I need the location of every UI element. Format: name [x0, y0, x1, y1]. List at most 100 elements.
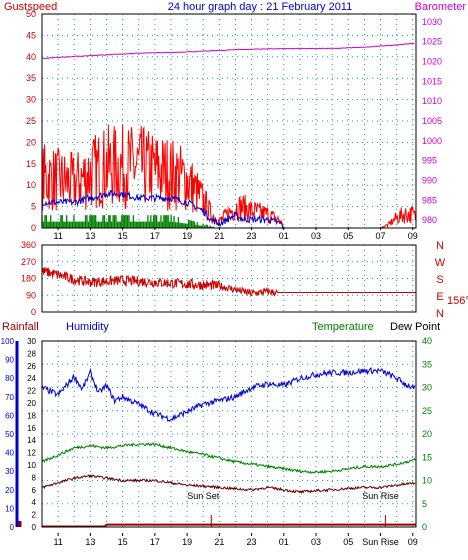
- barometer-line: [42, 42, 415, 59]
- climate-time-tick: 23: [247, 537, 257, 547]
- humidity-axis-tick: 30: [27, 337, 36, 346]
- wind-time-tick: 05: [343, 231, 353, 241]
- gust-axis-tick: 5: [31, 202, 36, 212]
- wind-time-tick: 19: [182, 231, 192, 241]
- direction-axis-tick: 270: [21, 257, 36, 267]
- gust-axis-tick: 40: [26, 52, 36, 62]
- humidity-axis-tick: 14: [27, 436, 36, 445]
- barometer-axis-tick: 1000: [422, 136, 442, 146]
- temperature-axis-tick: 15: [422, 452, 432, 462]
- compass-letter-w: W: [435, 257, 446, 269]
- gust-axis-tick: 0: [31, 223, 36, 233]
- direction-axis-tick: 360: [21, 240, 36, 250]
- humidity-axis-tick: 8: [32, 473, 37, 482]
- humidity-axis-tick: 20: [27, 399, 36, 408]
- climate-time-tick: 13: [85, 537, 95, 547]
- gust-axis-tick: 15: [26, 159, 36, 169]
- gust-axis-tick: 50: [26, 9, 36, 19]
- compass-letter-s: S: [436, 274, 443, 286]
- gust-axis-tick: 30: [26, 95, 36, 105]
- rainfall-axis-tick: 10: [5, 504, 14, 513]
- wind-time-tick: 17: [150, 231, 160, 241]
- dew-point-label: Dew Point: [390, 321, 440, 333]
- wind-time-tick: 21: [214, 231, 224, 241]
- wind-time-tick: 01: [279, 231, 289, 241]
- gust-axis-tick: 45: [26, 30, 36, 40]
- humidity-line: [41, 367, 416, 422]
- humidity-axis-tick: 16: [27, 424, 36, 433]
- gust-axis-tick: 10: [26, 180, 36, 190]
- temperature-axis-tick: 0: [422, 522, 427, 532]
- humidity-axis-tick: 10: [27, 461, 36, 470]
- rainfall-axis-tick: 20: [5, 486, 14, 495]
- gustspeed-title: Gustspeed: [4, 1, 57, 13]
- wind-time-tick: 11: [53, 231, 62, 241]
- wind-time-tick: 03: [311, 231, 321, 241]
- climate-time-tick: 11: [53, 537, 62, 547]
- barometer-axis-tick: 985: [422, 195, 437, 205]
- barometer-axis-tick: 1030: [422, 17, 442, 27]
- humidity-temperature-panel: 0102030405060708090100024681012141618202…: [1, 336, 432, 547]
- humidity-axis-tick: 24: [27, 374, 36, 383]
- rainfall-axis-tick: 40: [5, 449, 14, 458]
- rainfall-axis-tick: 70: [5, 393, 14, 402]
- temperature-axis-tick: 10: [422, 476, 432, 486]
- rainfall-axis-tick: 90: [5, 356, 14, 365]
- barometer-axis-tick: 980: [422, 215, 437, 225]
- temperature-axis-tick: 40: [422, 336, 432, 346]
- compass-letter-e: E: [436, 291, 443, 303]
- humidity-axis-tick: 6: [32, 486, 37, 495]
- temperature-axis-tick: 25: [422, 406, 432, 416]
- climate-time-tick: 19: [182, 537, 192, 547]
- humidity-axis-tick: 18: [27, 411, 36, 420]
- rainfall-axis-tick: 30: [5, 467, 14, 476]
- wind-direction-panel: 0 90 180 270 360: [21, 240, 417, 317]
- climate-time-tick: 21: [214, 537, 224, 547]
- direction-axis-tick: 0: [31, 307, 36, 317]
- gust-axis-tick: 20: [26, 137, 36, 147]
- wind-time-tick: 13: [85, 231, 95, 241]
- sunset-label: Sun Set: [187, 491, 220, 501]
- humidity-label: Humidity: [66, 321, 109, 333]
- climate-time-tick: 05: [343, 537, 353, 547]
- wind-time-tick: 15: [118, 231, 128, 241]
- compass-letter-n-bottom: N: [436, 308, 444, 320]
- humidity-axis-tick: 2: [32, 511, 37, 520]
- barometer-title: Barometer: [415, 1, 467, 13]
- sunrise-label: Sun Rise: [362, 491, 399, 501]
- barometer-axis-tick: 1015: [422, 76, 442, 86]
- temperature-axis-tick: 35: [422, 359, 432, 369]
- barometer-axis-tick: 995: [422, 156, 437, 166]
- wind-frame: [41, 13, 417, 229]
- direction-line: [41, 267, 416, 298]
- climate-time-tick: 17: [150, 537, 160, 547]
- climate-time-tick: 09: [408, 537, 418, 547]
- rainfall-axis-tick: 80: [5, 374, 14, 383]
- humidity-axis-tick: 0: [32, 523, 37, 532]
- barometer-axis-tick: 1010: [422, 96, 442, 106]
- barometer-axis-tick: 1020: [422, 57, 442, 67]
- rainfall-axis-tick: 50: [5, 430, 14, 439]
- temperature-line: [41, 442, 416, 475]
- temperature-axis-tick: 20: [422, 429, 432, 439]
- rainfall-axis-tick: 0: [10, 523, 15, 532]
- wind-time-tick: 23: [247, 231, 257, 241]
- gust-axis-tick: 25: [26, 116, 36, 126]
- rainfall-axis-tick: 100: [1, 337, 15, 346]
- direction-frame: [41, 244, 417, 313]
- humidity-axis-tick: 4: [32, 498, 37, 507]
- climate-time-tick: Sun Rise: [362, 537, 399, 547]
- gust-line: [41, 124, 417, 229]
- gust-axis-tick: 35: [26, 73, 36, 83]
- chart-title: 24 hour graph day : 21 February 2011: [168, 1, 352, 13]
- barometer-axis-tick: 1005: [422, 116, 442, 126]
- temperature-axis-tick: 5: [422, 499, 427, 509]
- humidity-axis-tick: 28: [27, 349, 36, 358]
- temperature-axis-tick: 30: [422, 383, 432, 393]
- average-wind-line: [41, 189, 284, 230]
- humidity-axis-tick: 22: [27, 387, 36, 396]
- wind-time-tick: 09: [408, 231, 418, 241]
- barometer-axis-tick: 1025: [422, 37, 442, 47]
